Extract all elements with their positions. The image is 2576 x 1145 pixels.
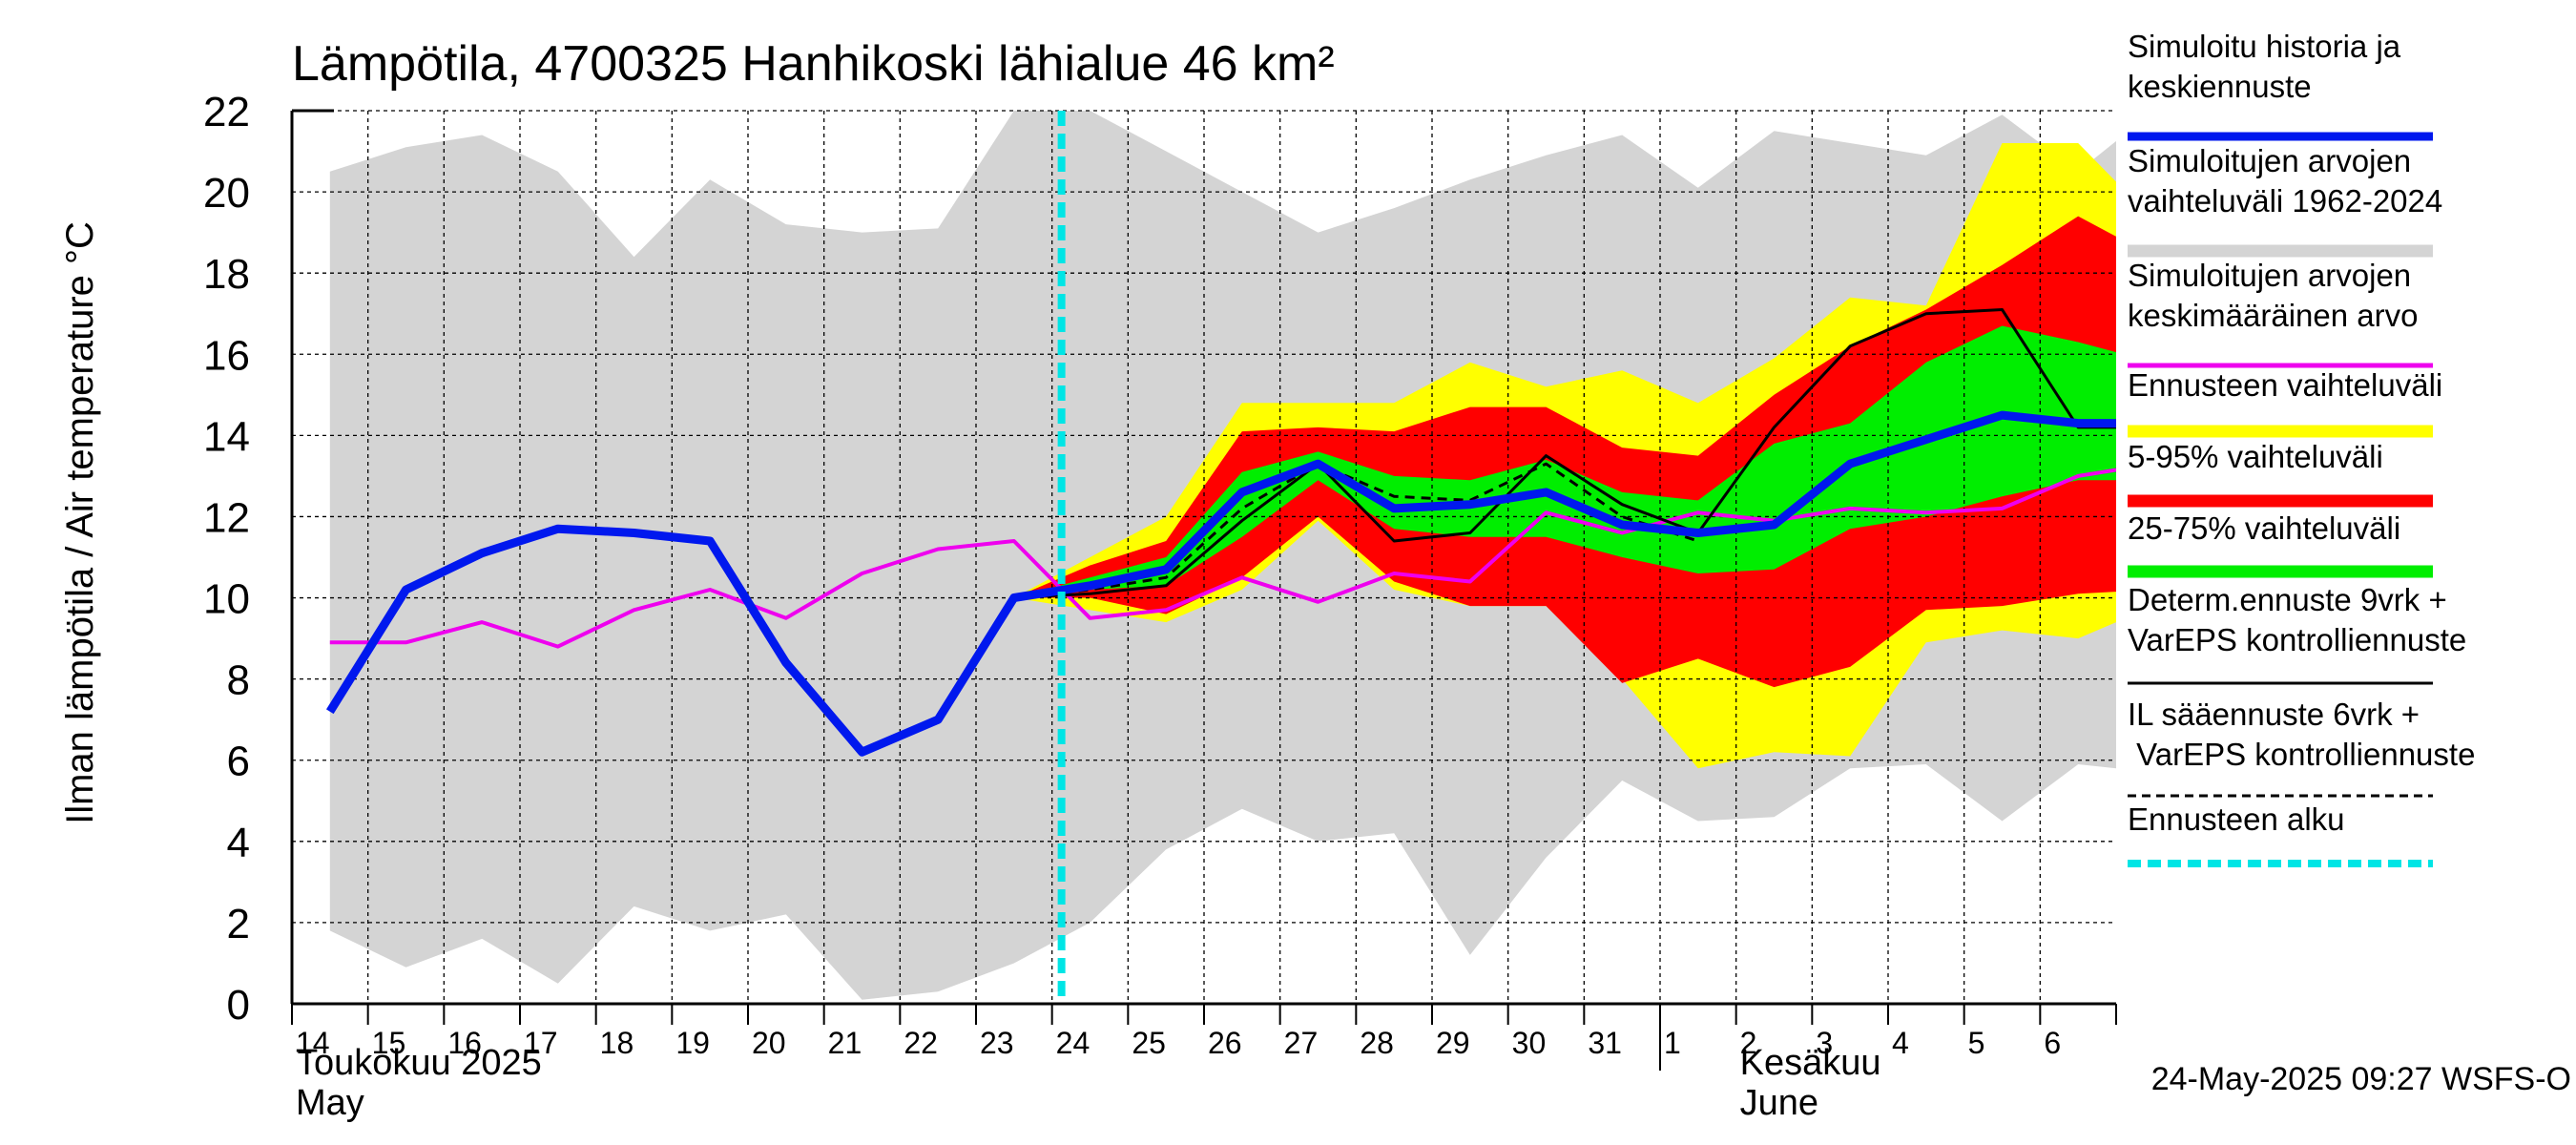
- legend: Simuloitu historia ja keskiennuste Simuloi…: [2128, 29, 2475, 867]
- x-tick-label: 19: [675, 1026, 710, 1060]
- x-tick-label: 15: [372, 1026, 406, 1060]
- x-tick-label: 22: [904, 1026, 938, 1060]
- x-tick-label: 26: [1208, 1026, 1242, 1060]
- bands-layer: [292, 111, 2116, 1004]
- x-tick-label: 2: [1740, 1026, 1757, 1060]
- sim-mean-line: [329, 468, 2116, 649]
- x-tick-label: 21: [828, 1026, 862, 1060]
- legend-label: 5-95% vaihteluväli: [2128, 439, 2383, 474]
- simulated-line: [325, 410, 2116, 757]
- x-tick-label: 25: [1132, 1026, 1166, 1060]
- x-tick-label: 23: [980, 1026, 1014, 1060]
- month-label-fi: Kesäkuu: [1740, 1043, 1881, 1083]
- legend-label: Ennusteen alku: [2128, 802, 2345, 837]
- x-tick-label: 1: [1664, 1026, 1681, 1060]
- x-tick-label: 5: [1968, 1026, 1985, 1060]
- x-tick-label: 28: [1360, 1026, 1394, 1060]
- legend-label: Simuloitu historia ja keskiennuste: [2128, 29, 2401, 104]
- month-label-en: May: [296, 1083, 364, 1123]
- y-tick-label: 20: [203, 170, 250, 217]
- x-tick-labels: 14 15 16 17 18 19 20 21 22 23 24 25 26 27 28 29 30 31 1 2 3 4…: [296, 1026, 2061, 1060]
- chart-title: Lämpötila, 4700325 Hanhikoski lähialue 4…: [292, 36, 1335, 92]
- y-tick-labels: 0 2 4 6 8 10 12 14 16 18 20 22: [203, 89, 250, 1029]
- x-tick-label: 16: [447, 1026, 482, 1060]
- x-tick-label: 3: [1816, 1026, 1833, 1060]
- y-tick-label: 14: [203, 413, 250, 460]
- x-tick-label: 17: [524, 1026, 558, 1060]
- lines-layer: [325, 111, 2116, 1004]
- x-tick-label: 24: [1056, 1026, 1091, 1060]
- x-tick-label: 14: [296, 1026, 330, 1060]
- legend-label: Ennusteen vaihteluväli: [2128, 367, 2442, 403]
- y-tick-label: 12: [203, 494, 250, 541]
- y-tick-label: 10: [203, 576, 250, 623]
- legend-label: 25-75% vaihteluväli: [2128, 510, 2400, 546]
- y-tick-label: 16: [203, 332, 250, 379]
- p5-95-band: [1013, 216, 2116, 688]
- x-tick-label: 27: [1284, 1026, 1319, 1060]
- y-tick-label: 6: [227, 739, 250, 785]
- x-tick-label: 18: [600, 1026, 634, 1060]
- deterministic-line: [1013, 308, 2116, 599]
- x-tick-label: 6: [2044, 1026, 2061, 1060]
- legend-label: Determ.ennuste 9vrk + VarEPS kontrollienn…: [2128, 582, 2466, 657]
- legend-label: Simuloitujen arvojen vaihteluväli 1962-20…: [2128, 143, 2442, 219]
- x-tick-label: 30: [1512, 1026, 1547, 1060]
- legend-label: Simuloitujen arvojen keskimääräinen arvo: [2128, 258, 2418, 333]
- y-tick-label: 0: [227, 982, 250, 1029]
- x-tick-label: 4: [1892, 1026, 1909, 1060]
- x-tick-label: 20: [752, 1026, 786, 1060]
- timestamp-label: 24-May-2025 09:27 WSFS-O: [2151, 1061, 2571, 1097]
- y-tick-label: 2: [227, 901, 250, 947]
- x-tick-label: 31: [1588, 1026, 1622, 1060]
- axes-layer: [290, 109, 2117, 1071]
- y-axis-label: Ilman lämpötila / Air temperature °C: [59, 221, 101, 824]
- grid-layer: [292, 110, 2116, 1004]
- y-tick-label: 4: [227, 820, 250, 866]
- x-tick-label: 29: [1436, 1026, 1470, 1060]
- il-forecast-line: [1013, 462, 1699, 599]
- legend-label: IL sääennuste 6vrk + VarEPS kontrollienn…: [2128, 697, 2475, 772]
- month-label-en: June: [1740, 1083, 1818, 1123]
- month-label-fi: Toukokuu 2025: [296, 1043, 542, 1083]
- y-tick-label: 8: [227, 657, 250, 704]
- p25-75-band: [1013, 325, 2116, 598]
- y-tick-label: 18: [203, 251, 250, 298]
- y-tick-label: 22: [203, 89, 250, 135]
